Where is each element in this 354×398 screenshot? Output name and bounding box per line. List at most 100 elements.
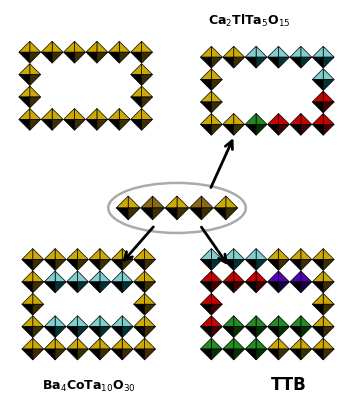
Polygon shape <box>55 271 66 282</box>
Polygon shape <box>44 282 55 293</box>
Polygon shape <box>41 119 52 130</box>
Polygon shape <box>268 249 279 259</box>
Polygon shape <box>226 208 238 220</box>
Polygon shape <box>116 208 128 220</box>
Polygon shape <box>312 80 323 90</box>
Polygon shape <box>153 196 165 208</box>
Polygon shape <box>268 282 279 293</box>
Polygon shape <box>134 316 145 327</box>
Polygon shape <box>200 271 211 282</box>
Polygon shape <box>33 271 44 282</box>
Polygon shape <box>290 338 301 349</box>
Polygon shape <box>22 259 33 270</box>
Polygon shape <box>200 338 211 349</box>
Polygon shape <box>86 109 97 119</box>
Polygon shape <box>268 46 279 57</box>
Polygon shape <box>200 249 211 259</box>
Polygon shape <box>301 124 312 135</box>
Polygon shape <box>301 249 312 259</box>
Polygon shape <box>119 109 130 119</box>
Polygon shape <box>256 46 267 57</box>
Polygon shape <box>290 46 301 57</box>
Polygon shape <box>67 349 78 360</box>
Polygon shape <box>112 338 122 349</box>
Polygon shape <box>256 327 267 338</box>
Polygon shape <box>131 119 142 130</box>
Polygon shape <box>268 113 279 124</box>
Polygon shape <box>223 46 234 57</box>
Polygon shape <box>323 327 334 338</box>
Polygon shape <box>245 124 256 135</box>
Polygon shape <box>279 316 289 327</box>
Polygon shape <box>223 113 234 124</box>
Polygon shape <box>55 327 66 338</box>
Polygon shape <box>200 259 211 270</box>
Polygon shape <box>312 102 323 113</box>
Polygon shape <box>112 271 122 282</box>
Polygon shape <box>312 68 323 80</box>
Polygon shape <box>97 41 108 52</box>
Polygon shape <box>134 327 145 338</box>
Polygon shape <box>279 46 289 57</box>
Polygon shape <box>312 271 323 282</box>
Polygon shape <box>323 338 334 349</box>
Text: TTB: TTB <box>271 376 307 394</box>
Polygon shape <box>200 316 211 327</box>
Polygon shape <box>312 282 323 293</box>
Polygon shape <box>256 57 267 68</box>
Polygon shape <box>323 349 334 360</box>
Polygon shape <box>89 282 100 293</box>
Polygon shape <box>19 86 30 97</box>
Polygon shape <box>211 68 222 80</box>
Polygon shape <box>301 46 312 57</box>
Polygon shape <box>19 97 30 108</box>
Polygon shape <box>223 316 234 327</box>
Polygon shape <box>78 249 88 259</box>
Polygon shape <box>312 349 323 360</box>
Polygon shape <box>211 80 222 90</box>
Polygon shape <box>78 327 88 338</box>
Polygon shape <box>323 259 334 270</box>
Polygon shape <box>64 109 75 119</box>
Polygon shape <box>312 57 323 68</box>
Polygon shape <box>323 68 334 80</box>
Polygon shape <box>119 41 130 52</box>
Polygon shape <box>78 338 88 349</box>
Polygon shape <box>214 208 226 220</box>
Polygon shape <box>112 282 122 293</box>
Polygon shape <box>290 124 301 135</box>
Polygon shape <box>279 259 289 270</box>
Polygon shape <box>312 338 323 349</box>
Polygon shape <box>268 271 279 282</box>
Polygon shape <box>211 46 222 57</box>
Polygon shape <box>122 249 133 259</box>
Polygon shape <box>223 124 234 135</box>
Polygon shape <box>211 349 222 360</box>
Polygon shape <box>119 52 130 63</box>
Polygon shape <box>19 41 30 52</box>
Polygon shape <box>128 196 140 208</box>
Polygon shape <box>19 119 30 130</box>
Polygon shape <box>108 119 119 130</box>
Polygon shape <box>119 119 130 130</box>
Polygon shape <box>122 338 133 349</box>
Polygon shape <box>142 86 153 97</box>
Polygon shape <box>279 249 289 259</box>
Polygon shape <box>301 57 312 68</box>
Polygon shape <box>134 271 145 282</box>
Polygon shape <box>131 74 142 86</box>
Polygon shape <box>142 41 153 52</box>
Polygon shape <box>100 249 111 259</box>
Polygon shape <box>44 316 55 327</box>
Polygon shape <box>122 282 133 293</box>
Polygon shape <box>223 338 234 349</box>
Polygon shape <box>22 316 33 327</box>
Polygon shape <box>112 327 122 338</box>
Polygon shape <box>30 97 41 108</box>
Polygon shape <box>22 304 33 315</box>
Polygon shape <box>67 259 78 270</box>
Polygon shape <box>211 282 222 293</box>
Polygon shape <box>89 338 100 349</box>
Polygon shape <box>268 316 279 327</box>
Polygon shape <box>323 124 334 135</box>
